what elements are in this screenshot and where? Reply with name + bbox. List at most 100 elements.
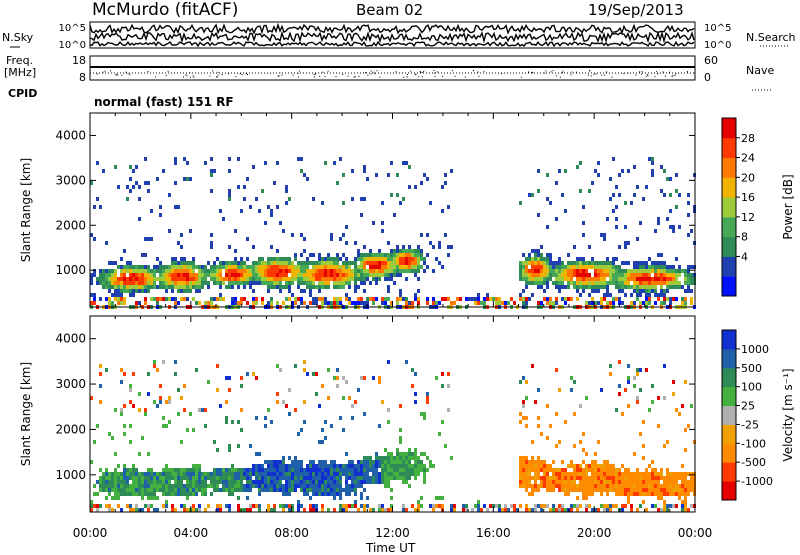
data-cell: [531, 464, 534, 468]
data-cell: [285, 476, 288, 480]
data-cell: [453, 508, 456, 512]
x-tick-label: 16:00: [476, 526, 511, 540]
data-cell: [594, 261, 597, 265]
data-cell: [234, 273, 237, 277]
data-cell: [363, 508, 366, 512]
data-cell: [411, 249, 414, 253]
data-cell: [339, 297, 342, 301]
data-cell: [660, 293, 663, 297]
data-cell: [207, 261, 210, 265]
data-cell: [171, 504, 174, 508]
data-cell: [357, 472, 360, 476]
data-cell: [549, 201, 552, 205]
data-cell: [285, 468, 288, 472]
data-cell: [96, 277, 99, 281]
data-cell: [114, 261, 117, 265]
data-cell: [669, 225, 672, 229]
data-cell: [300, 169, 303, 173]
data-cell: [303, 173, 306, 177]
data-cell: [129, 400, 132, 404]
data-cell: [255, 484, 258, 488]
data-cell: [279, 281, 282, 285]
data-cell: [681, 472, 684, 476]
data-cell: [381, 261, 384, 265]
data-cell: [627, 241, 630, 245]
freq-dot: [452, 70, 454, 72]
data-cell: [567, 480, 570, 484]
data-cell: [420, 412, 423, 416]
data-cell: [402, 472, 405, 476]
data-cell: [174, 484, 177, 488]
data-cell: [93, 205, 96, 209]
data-cell: [267, 504, 270, 508]
data-cell: [249, 444, 252, 448]
data-cell: [582, 221, 585, 225]
data-cell: [261, 297, 264, 301]
data-cell: [609, 301, 612, 305]
data-cell: [141, 508, 144, 512]
data-cell: [207, 285, 210, 289]
data-cell: [147, 237, 150, 241]
data-cell: [135, 492, 138, 496]
data-cell: [165, 297, 168, 301]
data-cell: [288, 476, 291, 480]
data-cell: [600, 484, 603, 488]
data-cell: [627, 404, 630, 408]
data-cell: [657, 261, 660, 265]
noise-trace-3: [89, 40, 695, 48]
data-cell: [120, 289, 123, 293]
data-cell: [174, 261, 177, 265]
data-cell: [534, 464, 537, 468]
data-cell: [240, 408, 243, 412]
data-cell: [294, 476, 297, 480]
data-cell: [330, 265, 333, 269]
data-cell: [246, 480, 249, 484]
data-cell: [378, 476, 381, 480]
data-cell: [579, 257, 582, 261]
data-cell: [537, 416, 540, 420]
data-cell: [387, 265, 390, 269]
data-cell: [279, 221, 282, 225]
data-cell: [105, 273, 108, 277]
data-cell: [531, 440, 534, 444]
data-cell: [117, 488, 120, 492]
data-cell: [252, 265, 255, 269]
data-cell: [108, 301, 111, 305]
data-cell: [273, 261, 276, 265]
data-cell: [276, 400, 279, 404]
data-cell: [333, 261, 336, 265]
data-cell: [420, 233, 423, 237]
data-cell: [240, 273, 243, 277]
data-cell: [189, 488, 192, 492]
data-cell: [240, 277, 243, 281]
data-cell: [402, 456, 405, 460]
data-cell: [501, 301, 504, 305]
freq-dot: [562, 70, 564, 72]
data-cell: [243, 185, 246, 189]
data-cell: [429, 464, 432, 468]
data-cell: [201, 488, 204, 492]
freq-dot: [239, 73, 241, 75]
data-cell: [186, 289, 189, 293]
data-cell: [402, 161, 405, 165]
data-cell: [408, 261, 411, 265]
data-cell: [672, 273, 675, 277]
data-cell: [297, 480, 300, 484]
data-cell: [552, 261, 555, 265]
data-cell: [153, 508, 156, 512]
data-cell: [144, 472, 147, 476]
data-cell: [381, 257, 384, 261]
data-cell: [390, 496, 393, 500]
data-cell: [582, 484, 585, 488]
data-cell: [345, 257, 348, 261]
data-cell: [417, 500, 420, 504]
data-cell: [642, 265, 645, 269]
data-cell: [681, 492, 684, 496]
data-cell: [96, 504, 99, 508]
data-cell: [270, 281, 273, 285]
data-cell: [399, 436, 402, 440]
data-cell: [621, 277, 624, 281]
data-cell: [336, 476, 339, 480]
data-cell: [222, 297, 225, 301]
data-cell: [177, 277, 180, 281]
